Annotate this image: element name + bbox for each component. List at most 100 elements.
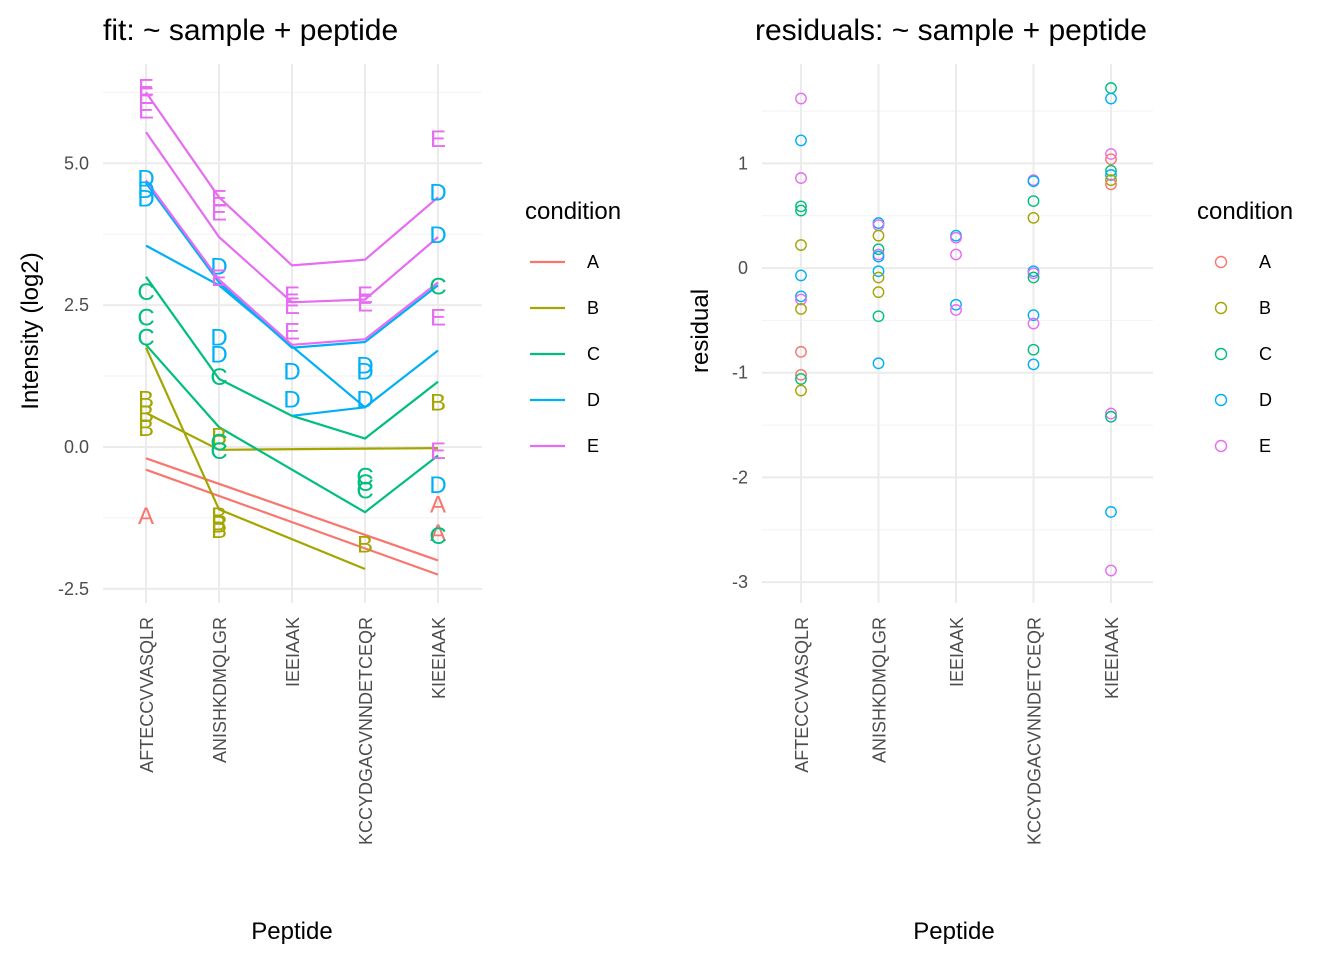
residual-point-E [950, 231, 962, 244]
fit-line-C [145, 344, 439, 514]
fit-point-C: C [429, 523, 446, 550]
fit-point-B: B [430, 390, 446, 417]
fit-x-ticks: AFTECCVVASQLR ANISHKDMQLGR IEEIAAK KCCYDGAC… [137, 617, 449, 845]
residuals-y-ticks: -3 -2 -1 0 1 [732, 153, 748, 592]
residual-point-A [1105, 178, 1117, 191]
x-tick-label: KCCYDGACVNNDETCEQR [1025, 617, 1045, 845]
residual-point-C [795, 204, 807, 217]
legend-label-A: A [587, 252, 599, 272]
fit-point-D: D [429, 222, 446, 249]
fit-point-C: C [210, 364, 227, 391]
residual-point-D [1027, 309, 1040, 322]
residuals-panel: residuals: ~ sample + peptide -3 -2 -1 0 1 A… [687, 14, 1293, 945]
residual-point-B [1105, 174, 1117, 187]
residual-point-C [1027, 343, 1040, 356]
fit-point-A: A [138, 503, 154, 530]
y-tick-label: 1 [738, 153, 748, 173]
x-tick-label: IEEIAAK [947, 617, 967, 687]
fit-legend-title: condition [525, 198, 621, 225]
residual-point-A [795, 345, 807, 358]
residual-point-D [1105, 506, 1117, 518]
fit-point-E: E [284, 282, 300, 309]
x-tick-label: KIEEIAAK [1102, 617, 1122, 699]
residual-point-B [872, 271, 885, 284]
residual-point-E [1105, 148, 1117, 160]
legend-label-B: B [1259, 298, 1271, 318]
legend-label-C: C [1259, 344, 1272, 364]
residual-point-C [1105, 164, 1117, 177]
fit-point-B: B [211, 517, 227, 544]
residual-point-E [950, 248, 962, 261]
fit-point-B: B [211, 503, 227, 530]
fit-point-B: B [138, 415, 154, 442]
fit-point-E: E [284, 293, 300, 320]
fit-point-E: E [211, 265, 227, 292]
fit-point-E: E [284, 319, 300, 346]
fit-line-E [145, 179, 439, 346]
residual-point-A [1105, 153, 1117, 166]
fit-point-D: D [137, 185, 154, 212]
residual-point-E [1105, 407, 1117, 420]
fit-point-C: C [210, 429, 227, 456]
fit-line-E [145, 91, 439, 267]
fit-line-A [145, 468, 439, 576]
fit-legend: condition A B C D E [525, 198, 621, 456]
residual-point-C [1105, 410, 1117, 423]
residual-point-C [872, 243, 885, 256]
residual-point-D [795, 134, 807, 147]
residuals-legend: condition A B C D E [1197, 198, 1293, 456]
legend-key-D [1214, 393, 1228, 407]
legend-key-C [1214, 347, 1228, 361]
legend-key-A [1214, 255, 1228, 269]
fit-point-C: C [429, 273, 446, 300]
residuals-gridlines [762, 64, 1153, 603]
y-tick-label: -1 [732, 363, 748, 383]
residual-point-E [795, 172, 807, 184]
fit-point-B: B [211, 512, 227, 539]
residual-point-C [795, 200, 807, 213]
residual-point-C [1027, 271, 1040, 284]
fit-point-E: E [138, 97, 154, 124]
residuals-title: residuals: ~ sample + peptide [755, 14, 1147, 47]
fit-point-D: D [356, 353, 373, 380]
fit-point-C: C [356, 478, 373, 505]
residuals-x-ticks: AFTECCVVASQLR ANISHKDMQLGR IEEIAAK KCCYDGAC… [792, 617, 1122, 845]
fit-point-C: C [137, 324, 154, 351]
y-tick-label: -2 [732, 467, 748, 487]
residual-point-D [1105, 169, 1117, 181]
residual-point-D [872, 250, 885, 263]
residual-point-D [872, 265, 885, 278]
fit-point-B: B [138, 387, 154, 414]
y-tick-label: -3 [732, 572, 748, 592]
residual-point-C [795, 373, 807, 385]
residual-point-E [1105, 564, 1117, 577]
fit-line-E [145, 131, 439, 304]
fit-line-B [145, 411, 439, 451]
fit-line-B [144, 347, 366, 571]
fit-point-D: D [210, 341, 227, 368]
fit-point-B: B [357, 531, 373, 558]
residual-point-C [872, 310, 885, 323]
fit-point-D: D [210, 253, 227, 280]
y-tick-label: 0.0 [64, 437, 89, 457]
residual-point-C [1027, 195, 1040, 208]
fit-point-E: E [430, 438, 446, 465]
fit-point-E: E [357, 290, 373, 317]
x-tick-label: AFTECCVVASQLR [792, 617, 812, 773]
y-tick-label: -2.5 [58, 579, 89, 599]
legend-key-E [1214, 439, 1228, 453]
residual-point-B [872, 229, 885, 242]
residual-point-D [872, 357, 885, 370]
fit-point-E: E [430, 304, 446, 331]
fit-point-D: D [137, 177, 154, 204]
x-tick-label: ANISHKDMQLGR [870, 617, 890, 763]
x-tick-label: AFTECCVVASQLR [137, 617, 157, 773]
residual-point-D [795, 269, 807, 282]
residual-point-E [795, 293, 807, 306]
fit-point-E: E [430, 126, 446, 153]
fit-title: fit: ~ sample + peptide [103, 14, 398, 47]
